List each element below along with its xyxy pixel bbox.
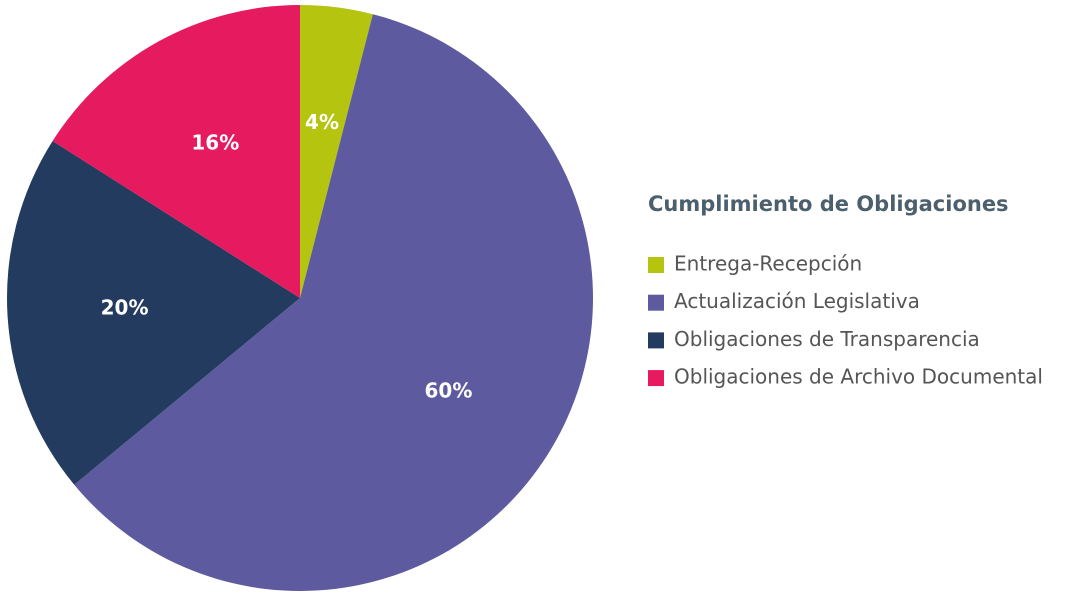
legend-label: Obligaciones de Archivo Documental <box>674 365 1043 389</box>
legend-swatch <box>648 257 664 273</box>
legend-swatch <box>648 294 664 311</box>
pie-slice <box>7 141 301 485</box>
legend-label: Obligaciones de Transparencia <box>674 327 980 351</box>
pie-slice <box>300 5 373 298</box>
legend-label: Actualización Legislativa <box>674 289 920 313</box>
legend-swatch <box>648 370 664 387</box>
data-label: 16% <box>191 130 239 154</box>
data-label: 4% <box>305 110 339 134</box>
legend-swatch <box>648 332 664 349</box>
legend-title: Cumplimiento de Obligaciones <box>648 192 1009 216</box>
data-label: 20% <box>101 296 149 320</box>
data-label: 60% <box>424 379 472 403</box>
legend-label: Entrega-Recepción <box>674 252 862 276</box>
pie-slice <box>74 14 593 591</box>
pie-slice <box>52 5 300 298</box>
